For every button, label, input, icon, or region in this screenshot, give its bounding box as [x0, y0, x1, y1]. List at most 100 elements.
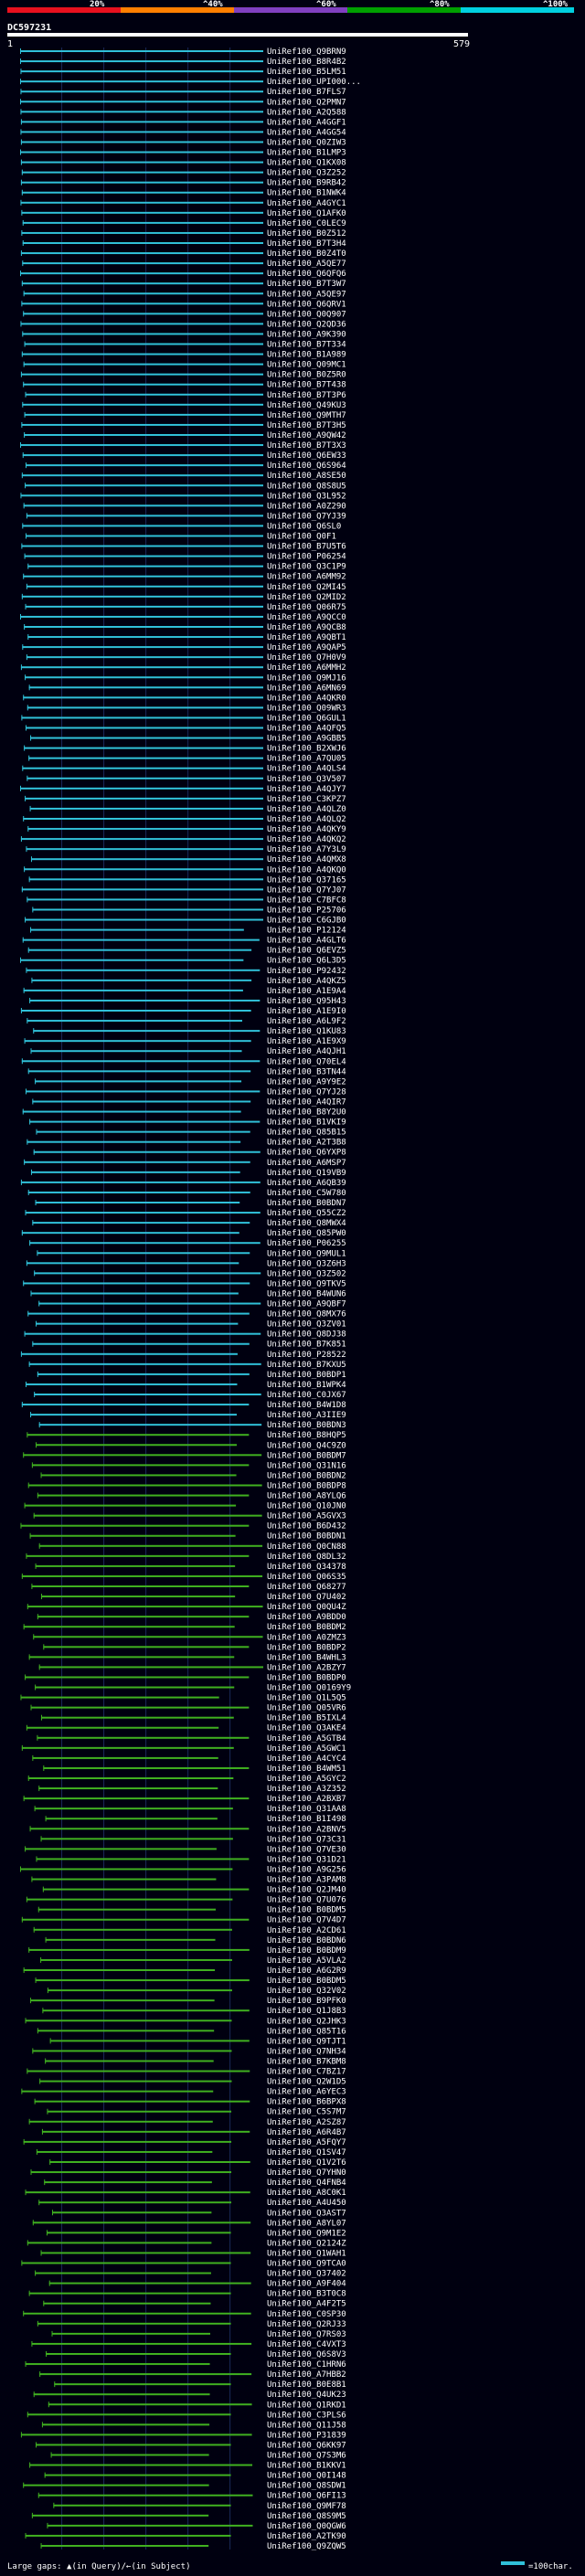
hit-label[interactable]: UniRef100_Q6SL0 [267, 522, 341, 531]
hit-label[interactable]: UniRef100_A5GTB4 [267, 1734, 346, 1744]
hit-label[interactable]: UniRef100_Q7YJ07 [267, 885, 346, 895]
hit-label[interactable]: UniRef100_B1LMP3 [267, 149, 346, 158]
hit-label[interactable]: UniRef100_B7T3H4 [267, 239, 346, 249]
hit-label[interactable]: UniRef100_C6GJB0 [267, 917, 346, 926]
hit-label[interactable]: UniRef100_A9QAP5 [267, 643, 346, 652]
hit-label[interactable]: UniRef100_B0BDM5 [267, 1977, 346, 1986]
hit-label[interactable]: UniRef100_A5QE97 [267, 290, 346, 299]
hit-label[interactable]: UniRef100_A1E9I0 [267, 1007, 346, 1016]
hit-label[interactable]: UniRef100_B7T3H5 [267, 421, 346, 430]
hit-label[interactable]: UniRef100_Q9MF78 [267, 2502, 346, 2511]
hit-label[interactable]: UniRef100_A5GYC2 [267, 1775, 346, 1784]
hit-label[interactable]: UniRef100_P12124 [267, 927, 346, 936]
hit-label[interactable]: UniRef100_Q6S8V3 [267, 2350, 346, 2359]
hit-label[interactable]: UniRef100_Q2QD36 [267, 320, 346, 329]
hit-label[interactable]: UniRef100_A1E9A4 [267, 987, 346, 996]
hit-label[interactable]: UniRef100_A9QCC0 [267, 613, 346, 622]
hit-label[interactable]: UniRef100_Q1AFK0 [267, 209, 346, 218]
hit-label[interactable]: UniRef100_B1A989 [267, 351, 346, 360]
hit-label[interactable]: UniRef100_Q4C9Z0 [267, 1441, 346, 1450]
hit-label[interactable]: UniRef100_Q31N16 [267, 1461, 346, 1470]
hit-label[interactable]: UniRef100_B4WHL3 [267, 1653, 346, 1662]
hit-label[interactable]: UniRef100_Q2RJ33 [267, 2320, 346, 2329]
hit-label[interactable]: UniRef100_B7U5T6 [267, 543, 346, 552]
hit-label[interactable]: UniRef100_A4QJY7 [267, 785, 346, 794]
hit-label[interactable]: UniRef100_A4QKZ5 [267, 977, 346, 986]
hit-label[interactable]: UniRef100_Q4UK23 [267, 2390, 346, 2400]
hit-label[interactable]: UniRef100_C5S7M7 [267, 2108, 346, 2117]
hit-label[interactable]: UniRef100_A2Q588 [267, 108, 346, 117]
hit-label[interactable]: UniRef100_A4QKY9 [267, 825, 346, 834]
hit-label[interactable]: UniRef100_UPI000... [267, 78, 361, 87]
hit-label[interactable]: UniRef100_Q1J8B3 [267, 2007, 346, 2016]
hit-label[interactable]: UniRef100_Q3Z502 [267, 1269, 346, 1278]
hit-label[interactable]: UniRef100_Q6EW33 [267, 451, 346, 461]
hit-label[interactable]: UniRef100_Q7VE30 [267, 1845, 346, 1854]
hit-label[interactable]: UniRef100_A0ZMZ3 [267, 1633, 346, 1642]
hit-label[interactable]: UniRef100_Q85T16 [267, 2027, 346, 2036]
hit-label[interactable]: UniRef100_B7FLS7 [267, 88, 346, 97]
hit-label[interactable]: UniRef100_A4QKR0 [267, 694, 346, 703]
hit-label[interactable]: UniRef100_P28522 [267, 1351, 346, 1360]
hit-label[interactable]: UniRef100_Q85PW0 [267, 1229, 346, 1238]
hit-label[interactable]: UniRef100_B6D432 [267, 1522, 346, 1532]
hit-label[interactable]: UniRef100_Q85B15 [267, 1129, 346, 1138]
hit-label[interactable]: UniRef100_A0Z290 [267, 502, 346, 511]
hit-label[interactable]: UniRef100_B5LM51 [267, 68, 346, 77]
hit-label[interactable]: UniRef100_Q8S9M5 [267, 2512, 346, 2521]
hit-label[interactable]: UniRef100_B0BDM7 [267, 1451, 346, 1460]
hit-label[interactable]: UniRef100_A3PAM8 [267, 1876, 346, 1885]
hit-label[interactable]: UniRef100_Q0QGW6 [267, 2522, 346, 2531]
hit-label[interactable]: UniRef100_B0BDP0 [267, 1673, 346, 1682]
hit-label[interactable]: UniRef100_Q7YHN0 [267, 2168, 346, 2178]
hit-label[interactable]: UniRef100_Q1WAH1 [267, 2249, 346, 2258]
hit-label[interactable]: UniRef100_B4WUN6 [267, 1289, 346, 1299]
hit-label[interactable]: UniRef100_P25706 [267, 906, 346, 915]
hit-label[interactable]: UniRef100_Q7RS03 [267, 2330, 346, 2339]
hit-label[interactable]: UniRef100_A9Y9E2 [267, 1077, 346, 1087]
hit-label[interactable]: UniRef100_Q6KK97 [267, 2441, 346, 2450]
hit-label[interactable]: UniRef100_A9QW42 [267, 431, 346, 440]
hit-label[interactable]: UniRef100_A6R4B7 [267, 2128, 346, 2137]
hit-label[interactable]: UniRef100_B7T438 [267, 381, 346, 390]
hit-label[interactable]: UniRef100_Q9MTH7 [267, 411, 346, 420]
hit-label[interactable]: UniRef100_B2XWJ6 [267, 745, 346, 754]
hit-label[interactable]: UniRef100_Q6L3D5 [267, 957, 346, 966]
hit-label[interactable]: UniRef100_A6QB39 [267, 1179, 346, 1188]
hit-label[interactable]: UniRef100_B7T3W7 [267, 280, 346, 289]
hit-label[interactable]: UniRef100_A9BDD0 [267, 1613, 346, 1622]
hit-label[interactable]: UniRef100_B7T3X3 [267, 441, 346, 451]
hit-label[interactable]: UniRef100_A4CYC4 [267, 1754, 346, 1764]
hit-label[interactable]: UniRef100_B1KKV1 [267, 2462, 346, 2471]
hit-label[interactable]: UniRef100_A4GGF1 [267, 118, 346, 127]
hit-label[interactable]: UniRef100_B8Y2U0 [267, 1108, 346, 1118]
hit-label[interactable]: UniRef100_Q0I148 [267, 2472, 346, 2481]
hit-label[interactable]: UniRef100_Q2PMN7 [267, 98, 346, 107]
hit-label[interactable]: UniRef100_A8YL07 [267, 2219, 346, 2228]
hit-label[interactable]: UniRef100_B7KBM8 [267, 2057, 346, 2066]
hit-label[interactable]: UniRef100_B6BPX8 [267, 2098, 346, 2107]
hit-label[interactable]: UniRef100_P06254 [267, 553, 346, 562]
hit-label[interactable]: UniRef100_B0BDP2 [267, 1643, 346, 1652]
hit-label[interactable]: UniRef100_A4QIR7 [267, 1097, 346, 1107]
hit-label[interactable]: UniRef100_C3KPZ7 [267, 795, 346, 804]
hit-label[interactable]: UniRef100_B0BDN1 [267, 1532, 346, 1542]
hit-label[interactable]: UniRef100_C4VXT3 [267, 2340, 346, 2349]
hit-label[interactable]: UniRef100_A9F404 [267, 2280, 346, 2289]
hit-label[interactable]: UniRef100_Q6FI13 [267, 2492, 346, 2501]
hit-label[interactable]: UniRef100_A6YEC3 [267, 2088, 346, 2097]
hit-label[interactable]: UniRef100_B5IXL4 [267, 1714, 346, 1723]
hit-label[interactable]: UniRef100_A8SE50 [267, 472, 346, 481]
hit-label[interactable]: UniRef100_C5W780 [267, 1189, 346, 1198]
hit-label[interactable]: UniRef100_Q05VR6 [267, 1704, 346, 1713]
hit-label[interactable]: UniRef100_Q06S35 [267, 1573, 346, 1582]
hit-label[interactable]: UniRef100_B0BDM5 [267, 1906, 346, 1915]
hit-label[interactable]: UniRef100_Q34378 [267, 1563, 346, 1572]
hit-label[interactable]: UniRef100_Q0ZIW3 [267, 138, 346, 147]
hit-label[interactable]: UniRef100_Q3C1P9 [267, 563, 346, 572]
hit-label[interactable]: UniRef100_Q9M1E2 [267, 2229, 346, 2238]
hit-label[interactable]: UniRef100_A4QKQ0 [267, 865, 346, 875]
hit-label[interactable]: UniRef100_A2BZY7 [267, 1663, 346, 1672]
hit-label[interactable]: UniRef100_Q9TJT1 [267, 2037, 346, 2046]
hit-label[interactable]: UniRef100_Q0QU4Z [267, 1603, 346, 1612]
